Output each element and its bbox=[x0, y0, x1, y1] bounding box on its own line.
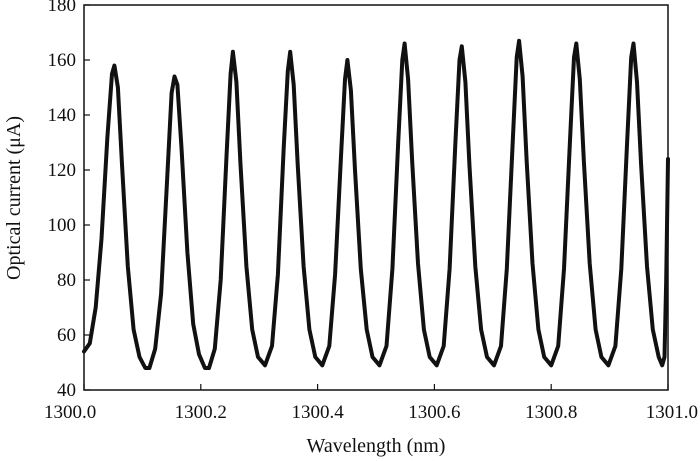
plot-frame bbox=[83, 4, 669, 391]
y-tick-label: 40 bbox=[57, 380, 76, 401]
y-tick-label: 120 bbox=[48, 160, 77, 181]
y-axis-ticks: 40 60 80 100 120 140 160 180 bbox=[48, 0, 90, 401]
x-tick-label: 1300.2 bbox=[175, 402, 227, 423]
x-tick-label: 1300.6 bbox=[408, 402, 460, 423]
y-tick-label: 100 bbox=[48, 215, 77, 236]
y-tick-label: 140 bbox=[48, 105, 77, 126]
y-tick-label: 180 bbox=[48, 0, 77, 16]
series-layer bbox=[82, 38, 670, 370]
x-axis-ticks: 1300.0 1300.2 1300.4 1300.6 1300.8 1301.0 bbox=[44, 384, 698, 423]
x-tick-label: 1301.0 bbox=[646, 402, 698, 423]
x-tick-label: 1300.4 bbox=[291, 402, 344, 423]
x-tick-label: 1300.8 bbox=[525, 402, 577, 423]
y-tick-label: 160 bbox=[48, 50, 77, 71]
x-tick-label: 1300.0 bbox=[44, 402, 96, 423]
x-axis-label: Wavelength (nm) bbox=[307, 435, 446, 457]
series-line bbox=[82, 38, 670, 370]
y-tick-label: 80 bbox=[57, 270, 76, 291]
y-tick-label: 60 bbox=[57, 325, 76, 346]
y-axis-label: Optical current (μA) bbox=[3, 116, 25, 280]
